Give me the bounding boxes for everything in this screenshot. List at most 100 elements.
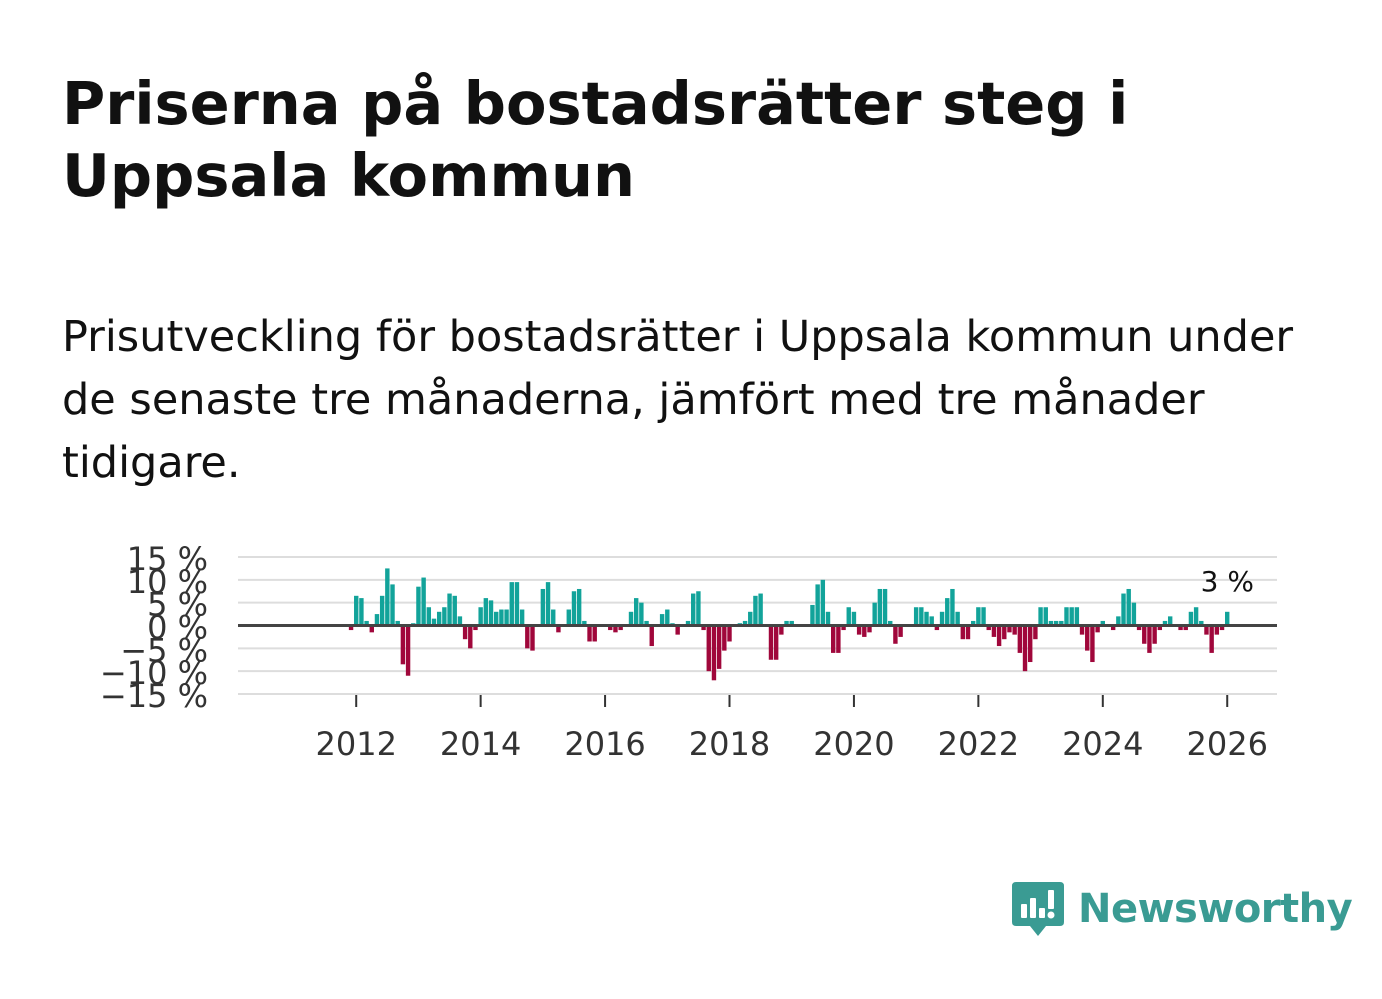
bar <box>1199 620 1204 626</box>
bar <box>825 611 831 626</box>
bar <box>633 598 639 626</box>
bar <box>1136 625 1142 631</box>
bar <box>976 607 981 626</box>
bar <box>893 625 898 644</box>
bar <box>364 620 369 626</box>
bar <box>1219 625 1225 631</box>
y-tick-label: 15 % <box>127 540 208 578</box>
bar <box>888 620 893 626</box>
bar <box>379 595 385 626</box>
bar <box>499 609 504 626</box>
bar <box>405 625 411 676</box>
bar <box>582 620 587 626</box>
bar <box>395 620 400 626</box>
bar <box>540 588 546 626</box>
bar <box>1131 602 1137 626</box>
bar <box>716 625 722 669</box>
bar <box>1033 625 1038 640</box>
bar <box>390 584 395 626</box>
x-tick-label: 2024 <box>1062 725 1143 763</box>
bar <box>608 625 613 631</box>
bar <box>400 625 406 665</box>
bar <box>675 625 680 635</box>
bar <box>1178 625 1183 631</box>
bar <box>950 588 955 626</box>
bar <box>929 616 934 626</box>
x-tick-label: 2018 <box>689 725 770 763</box>
bar <box>488 600 494 626</box>
bar <box>519 609 525 626</box>
newsworthy-logo: Newsworthy <box>1010 876 1353 942</box>
bar <box>1152 625 1157 644</box>
bar <box>1157 625 1163 631</box>
bar <box>939 611 945 626</box>
bar <box>665 609 670 626</box>
y-tick-label: 10 % <box>127 563 208 601</box>
bar <box>592 625 597 642</box>
bar <box>965 625 971 640</box>
bar <box>970 620 976 626</box>
bars <box>348 568 1230 681</box>
bar <box>815 584 820 626</box>
bar <box>649 625 654 647</box>
bar <box>348 625 354 631</box>
bar <box>566 609 571 626</box>
bar <box>773 625 779 660</box>
bar <box>431 618 437 626</box>
bar <box>846 607 851 626</box>
bar <box>882 588 888 626</box>
bar <box>556 625 561 633</box>
bar <box>483 598 489 626</box>
chart-title: Priserna på bostadsrätter steg i Uppsala… <box>62 69 1129 210</box>
bar <box>1095 625 1100 633</box>
bar <box>820 579 826 626</box>
bar <box>727 625 732 642</box>
bar <box>836 625 841 653</box>
bar <box>525 625 530 649</box>
bar <box>1167 616 1173 626</box>
bar <box>779 625 784 635</box>
bar <box>1038 607 1043 626</box>
bar <box>711 625 717 681</box>
bar <box>789 620 794 626</box>
bar <box>1209 625 1214 653</box>
bar <box>374 614 380 626</box>
x-tick-label: 2016 <box>564 725 645 763</box>
bar <box>369 625 374 633</box>
bar <box>385 568 390 626</box>
bar <box>639 602 644 626</box>
bar <box>1043 607 1048 626</box>
bar <box>354 595 359 626</box>
bar <box>576 588 582 626</box>
bar <box>841 625 846 631</box>
bar <box>618 625 623 631</box>
y-tick-label: 0 % <box>147 609 208 647</box>
bar <box>1162 620 1168 626</box>
bar <box>1017 625 1023 653</box>
last-value-label: 3 % <box>1201 565 1254 598</box>
bar <box>1126 588 1131 626</box>
bar <box>1100 620 1105 626</box>
newsworthy-logo-icon <box>1012 882 1064 936</box>
bar <box>468 625 473 649</box>
chart-subtitle: Prisutveckling för bostadsrätter i Uppsa… <box>62 312 1294 488</box>
bar <box>457 616 463 626</box>
bar <box>1079 625 1085 635</box>
bar <box>1225 611 1230 626</box>
brand-name: Newsworthy <box>1078 886 1353 932</box>
bar <box>851 611 857 626</box>
bar <box>442 607 447 626</box>
bar <box>452 595 457 626</box>
bar <box>1121 593 1126 626</box>
bar <box>856 625 862 635</box>
bar <box>924 611 929 626</box>
bar <box>1064 607 1069 626</box>
bar <box>494 611 499 626</box>
bar <box>1028 625 1033 663</box>
bar <box>1183 625 1188 631</box>
bar <box>473 625 478 631</box>
bar <box>421 577 426 626</box>
bar <box>986 625 991 631</box>
bar <box>1012 625 1017 635</box>
bar <box>659 614 665 626</box>
